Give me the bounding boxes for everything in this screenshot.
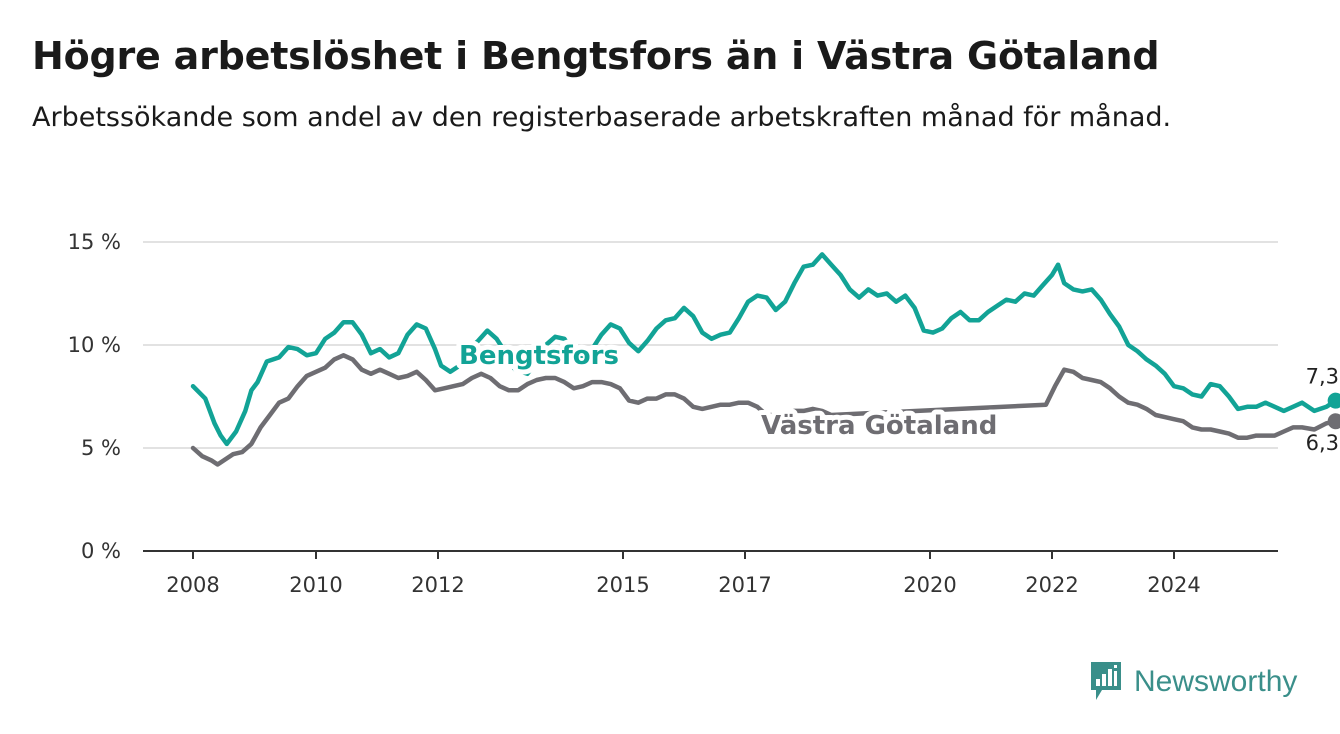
bar-chart-speech-bubble-icon xyxy=(1091,662,1121,700)
y-tick-label: 5 % xyxy=(81,436,121,460)
brand-logo: Newsworthy xyxy=(1088,660,1297,704)
brand-name: Newsworthy xyxy=(1134,665,1298,698)
y-tick-label: 15 % xyxy=(68,230,121,254)
x-tick-label: 2022 xyxy=(1025,573,1078,597)
y-tick-label: 10 % xyxy=(68,333,121,357)
end-value-label: 7,3 % xyxy=(1306,365,1340,389)
x-tick-label: 2008 xyxy=(166,573,219,597)
series-label-bengtsfors-halo: Bengtsfors xyxy=(459,341,619,371)
line-chart: 0 %5 %10 %15 % 2008 2010 2012 2015 2017 2020 2… xyxy=(68,230,1340,597)
series-line xyxy=(190,252,1338,447)
chart-title: Högre arbetslöshet i Bengtsfors än i Väs… xyxy=(32,34,1160,78)
chart-subtitle: Arbetssökande som andel av den registerb… xyxy=(32,102,1172,133)
series-end-point xyxy=(1327,392,1340,409)
x-tick-label: 2020 xyxy=(903,573,956,597)
y-tick-label: 0 % xyxy=(81,539,121,563)
series-label-bengtsfors: Bengtsfors xyxy=(459,341,619,371)
x-tick-label: 2017 xyxy=(718,573,771,597)
series-line xyxy=(190,353,1338,467)
series-end-point xyxy=(1327,413,1340,430)
x-tick-label: 2024 xyxy=(1147,573,1200,597)
series-label-vastra-gotaland: Västra Götaland xyxy=(761,411,997,441)
end-value-label: 6,3 % xyxy=(1306,431,1340,455)
x-tick-label: 2010 xyxy=(289,573,342,597)
x-tick-label: 2015 xyxy=(596,573,649,597)
y-axis: 0 % 5 % 10 % 15 % xyxy=(68,230,121,563)
x-tick-label: 2012 xyxy=(411,573,464,597)
grid xyxy=(143,241,1278,552)
series-label-vastra-gotaland-halo: Västra Götaland xyxy=(761,411,997,441)
series-group xyxy=(190,252,1340,467)
x-axis: 2008 2010 2012 2015 2017 2020 2022 2024 xyxy=(166,551,1201,597)
